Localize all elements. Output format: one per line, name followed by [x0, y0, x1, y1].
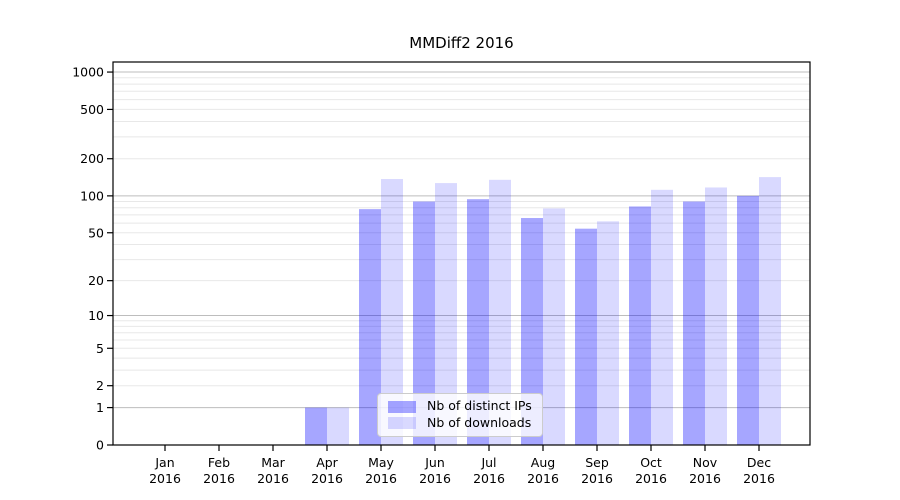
bar-s1-sep-2016	[597, 221, 619, 445]
legend-swatch-downloads	[388, 417, 416, 430]
bar-s0-sep-2016	[575, 228, 597, 445]
legend-row-distinct-ips: Nb of distinct IPs	[386, 400, 534, 413]
x-tick-label-aug-2016: Aug 2016	[527, 455, 559, 486]
x-tick-label-nov-2016: Nov 2016	[689, 455, 721, 486]
bar-s1-dec-2016	[759, 177, 781, 446]
bar-s0-oct-2016	[629, 206, 651, 445]
x-tick-label-may-2016: May 2016	[365, 455, 397, 486]
y-tick-label-20: 20	[88, 273, 104, 288]
legend: Nb of distinct IPs Nb of downloads	[377, 393, 543, 437]
y-tick-label-200: 200	[80, 151, 104, 166]
y-tick-label-50: 50	[88, 225, 104, 240]
y-tick-label-1: 1	[96, 400, 104, 415]
x-tick-label-sep-2016: Sep 2016	[581, 455, 613, 486]
x-axis-ticks: Jan 2016 Feb 2016 Mar 2016 Apr 2016 May 2016 Jun 20…	[149, 445, 775, 486]
bar-s1-apr-2016	[327, 407, 349, 445]
y-axis-ticks: 0 1 2 5 10 20 50 100 200 500 1000	[72, 65, 113, 453]
y-gridlines-minor	[113, 77, 810, 387]
bar-s0-jul-2016	[467, 199, 489, 445]
x-tick-label-dec-2016: Dec 2016	[743, 455, 775, 486]
x-tick-label-apr-2016: Apr 2016	[311, 455, 343, 486]
y-tick-label-1000: 1000	[72, 65, 104, 80]
bars-group	[305, 177, 781, 446]
y-tick-label-10: 10	[88, 308, 104, 323]
x-tick-label-feb-2016: Feb 2016	[203, 455, 235, 486]
bar-s0-jun-2016	[413, 201, 435, 445]
bar-s1-may-2016	[381, 179, 403, 445]
bar-s1-aug-2016	[543, 208, 565, 445]
x-tick-label-oct-2016: Oct 2016	[635, 455, 667, 486]
x-tick-label-mar-2016: Mar 2016	[257, 455, 289, 486]
x-tick-label-jun-2016: Jun 2016	[419, 455, 451, 486]
bar-s1-jun-2016	[435, 183, 457, 445]
bar-s0-may-2016	[359, 209, 381, 445]
x-tick-label-jul-2016: Jul 2016	[473, 455, 505, 486]
chart-title: MMDiff2 2016	[409, 34, 514, 52]
bar-s0-aug-2016	[521, 218, 543, 445]
y-tick-label-2: 2	[96, 378, 104, 393]
legend-swatch-distinct-ips	[388, 400, 416, 413]
bar-s1-jul-2016	[489, 179, 511, 445]
x-tick-label-jan-2016: Jan 2016	[149, 455, 181, 486]
bar-s1-oct-2016	[651, 189, 673, 445]
bar-s0-apr-2016	[305, 407, 327, 445]
y-tick-label-500: 500	[80, 102, 104, 117]
legend-label-downloads: Nb of downloads	[427, 415, 532, 431]
legend-row-downloads: Nb of downloads	[386, 417, 534, 430]
legend-label-distinct-ips: Nb of distinct IPs	[427, 398, 532, 414]
plot-border	[112, 61, 811, 446]
bar-s1-nov-2016	[705, 187, 727, 445]
bar-s0-dec-2016	[737, 195, 759, 445]
bar-s0-nov-2016	[683, 201, 705, 445]
y-tick-label-5: 5	[96, 341, 104, 356]
y-tick-label-0: 0	[96, 438, 104, 453]
y-tick-label-100: 100	[80, 188, 104, 203]
